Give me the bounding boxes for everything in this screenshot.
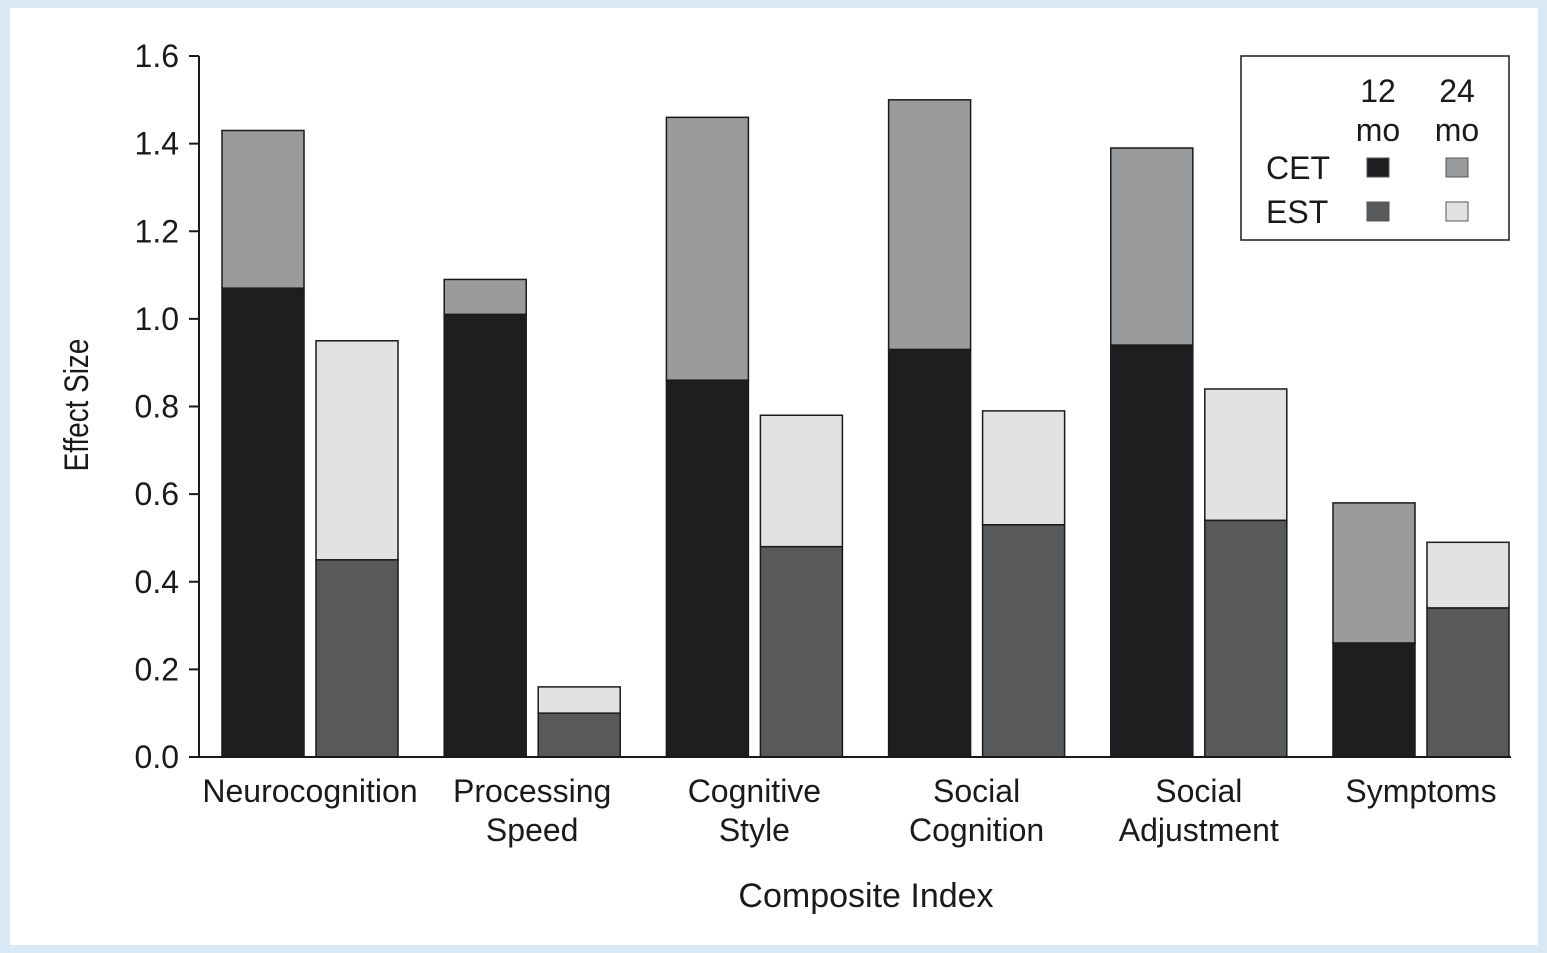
y-tick-label: 0.6 (135, 476, 179, 512)
cet-24mo-bar (665, 116, 750, 381)
x-tick-label: Processing Speed (453, 773, 611, 848)
cet-24mo-bar (1110, 147, 1194, 346)
est-24mo-bar (537, 686, 621, 714)
legend-column-header: 12 (1360, 73, 1396, 109)
legend-column-header: mo (1356, 112, 1400, 148)
legend-row-label: CET (1266, 150, 1330, 186)
cet-12mo-bar (1332, 642, 1416, 758)
est-12mo-bar (537, 712, 621, 758)
x-tick-label: Neurocognition (202, 773, 417, 809)
est-24mo-bar (315, 340, 399, 561)
cet-12mo-bar (443, 313, 527, 758)
y-ticks: 0.0 0.2 0.4 0.6 0.8 1.0 1.2 1.4 1.6 (135, 38, 199, 775)
cet-24mo-bar (1332, 502, 1416, 644)
cet-12mo-bar (665, 379, 750, 758)
bars-layer (221, 99, 1510, 758)
legend-column-header: 24 (1439, 73, 1475, 109)
legend-swatch (1445, 157, 1469, 178)
est-24mo-bar (1204, 388, 1288, 522)
x-tick-label: Social Cognition (909, 773, 1044, 848)
cet-24mo-bar (443, 278, 527, 316)
cet-12mo-bar (221, 287, 305, 758)
est-12mo-bar (981, 524, 1066, 758)
x-tick-label: Cognitive Style (688, 773, 821, 848)
x-tick-label: Social Adjustment (1119, 773, 1279, 848)
est-12mo-bar (1204, 519, 1288, 758)
cet-12mo-bar (887, 348, 972, 758)
cet-24mo-bar (887, 99, 972, 351)
y-tick-label: 1.6 (135, 38, 179, 74)
legend-swatch (1366, 157, 1390, 178)
est-24mo-bar (759, 414, 844, 548)
y-tick-label: 0.4 (135, 564, 179, 600)
est-24mo-bar (1426, 541, 1510, 609)
legend-swatch (1366, 201, 1390, 222)
est-12mo-bar (315, 559, 399, 758)
y-tick-label: 1.2 (135, 213, 179, 249)
y-tick-label: 0.0 (135, 739, 179, 775)
legend-swatch (1445, 201, 1469, 222)
est-24mo-bar (981, 410, 1066, 526)
est-12mo-bar (759, 545, 844, 758)
x-tick-labels: Neurocognition Processing Speed Cognitive St… (202, 773, 1496, 848)
cet-12mo-bar (1110, 344, 1194, 758)
y-axis-title: Effect Size (57, 339, 95, 472)
y-tick-label: 0.8 (135, 389, 179, 425)
x-axis-title: Composite Index (738, 877, 993, 915)
y-tick-label: 1.4 (135, 126, 179, 162)
est-12mo-bar (1426, 607, 1510, 758)
legend-row-label: EST (1266, 194, 1328, 230)
cet-24mo-bar (221, 129, 305, 289)
y-tick-label: 0.2 (135, 651, 179, 687)
legend-column-header: mo (1435, 112, 1479, 148)
y-tick-label: 1.0 (135, 301, 179, 337)
x-tick-label: Symptoms (1345, 773, 1496, 809)
